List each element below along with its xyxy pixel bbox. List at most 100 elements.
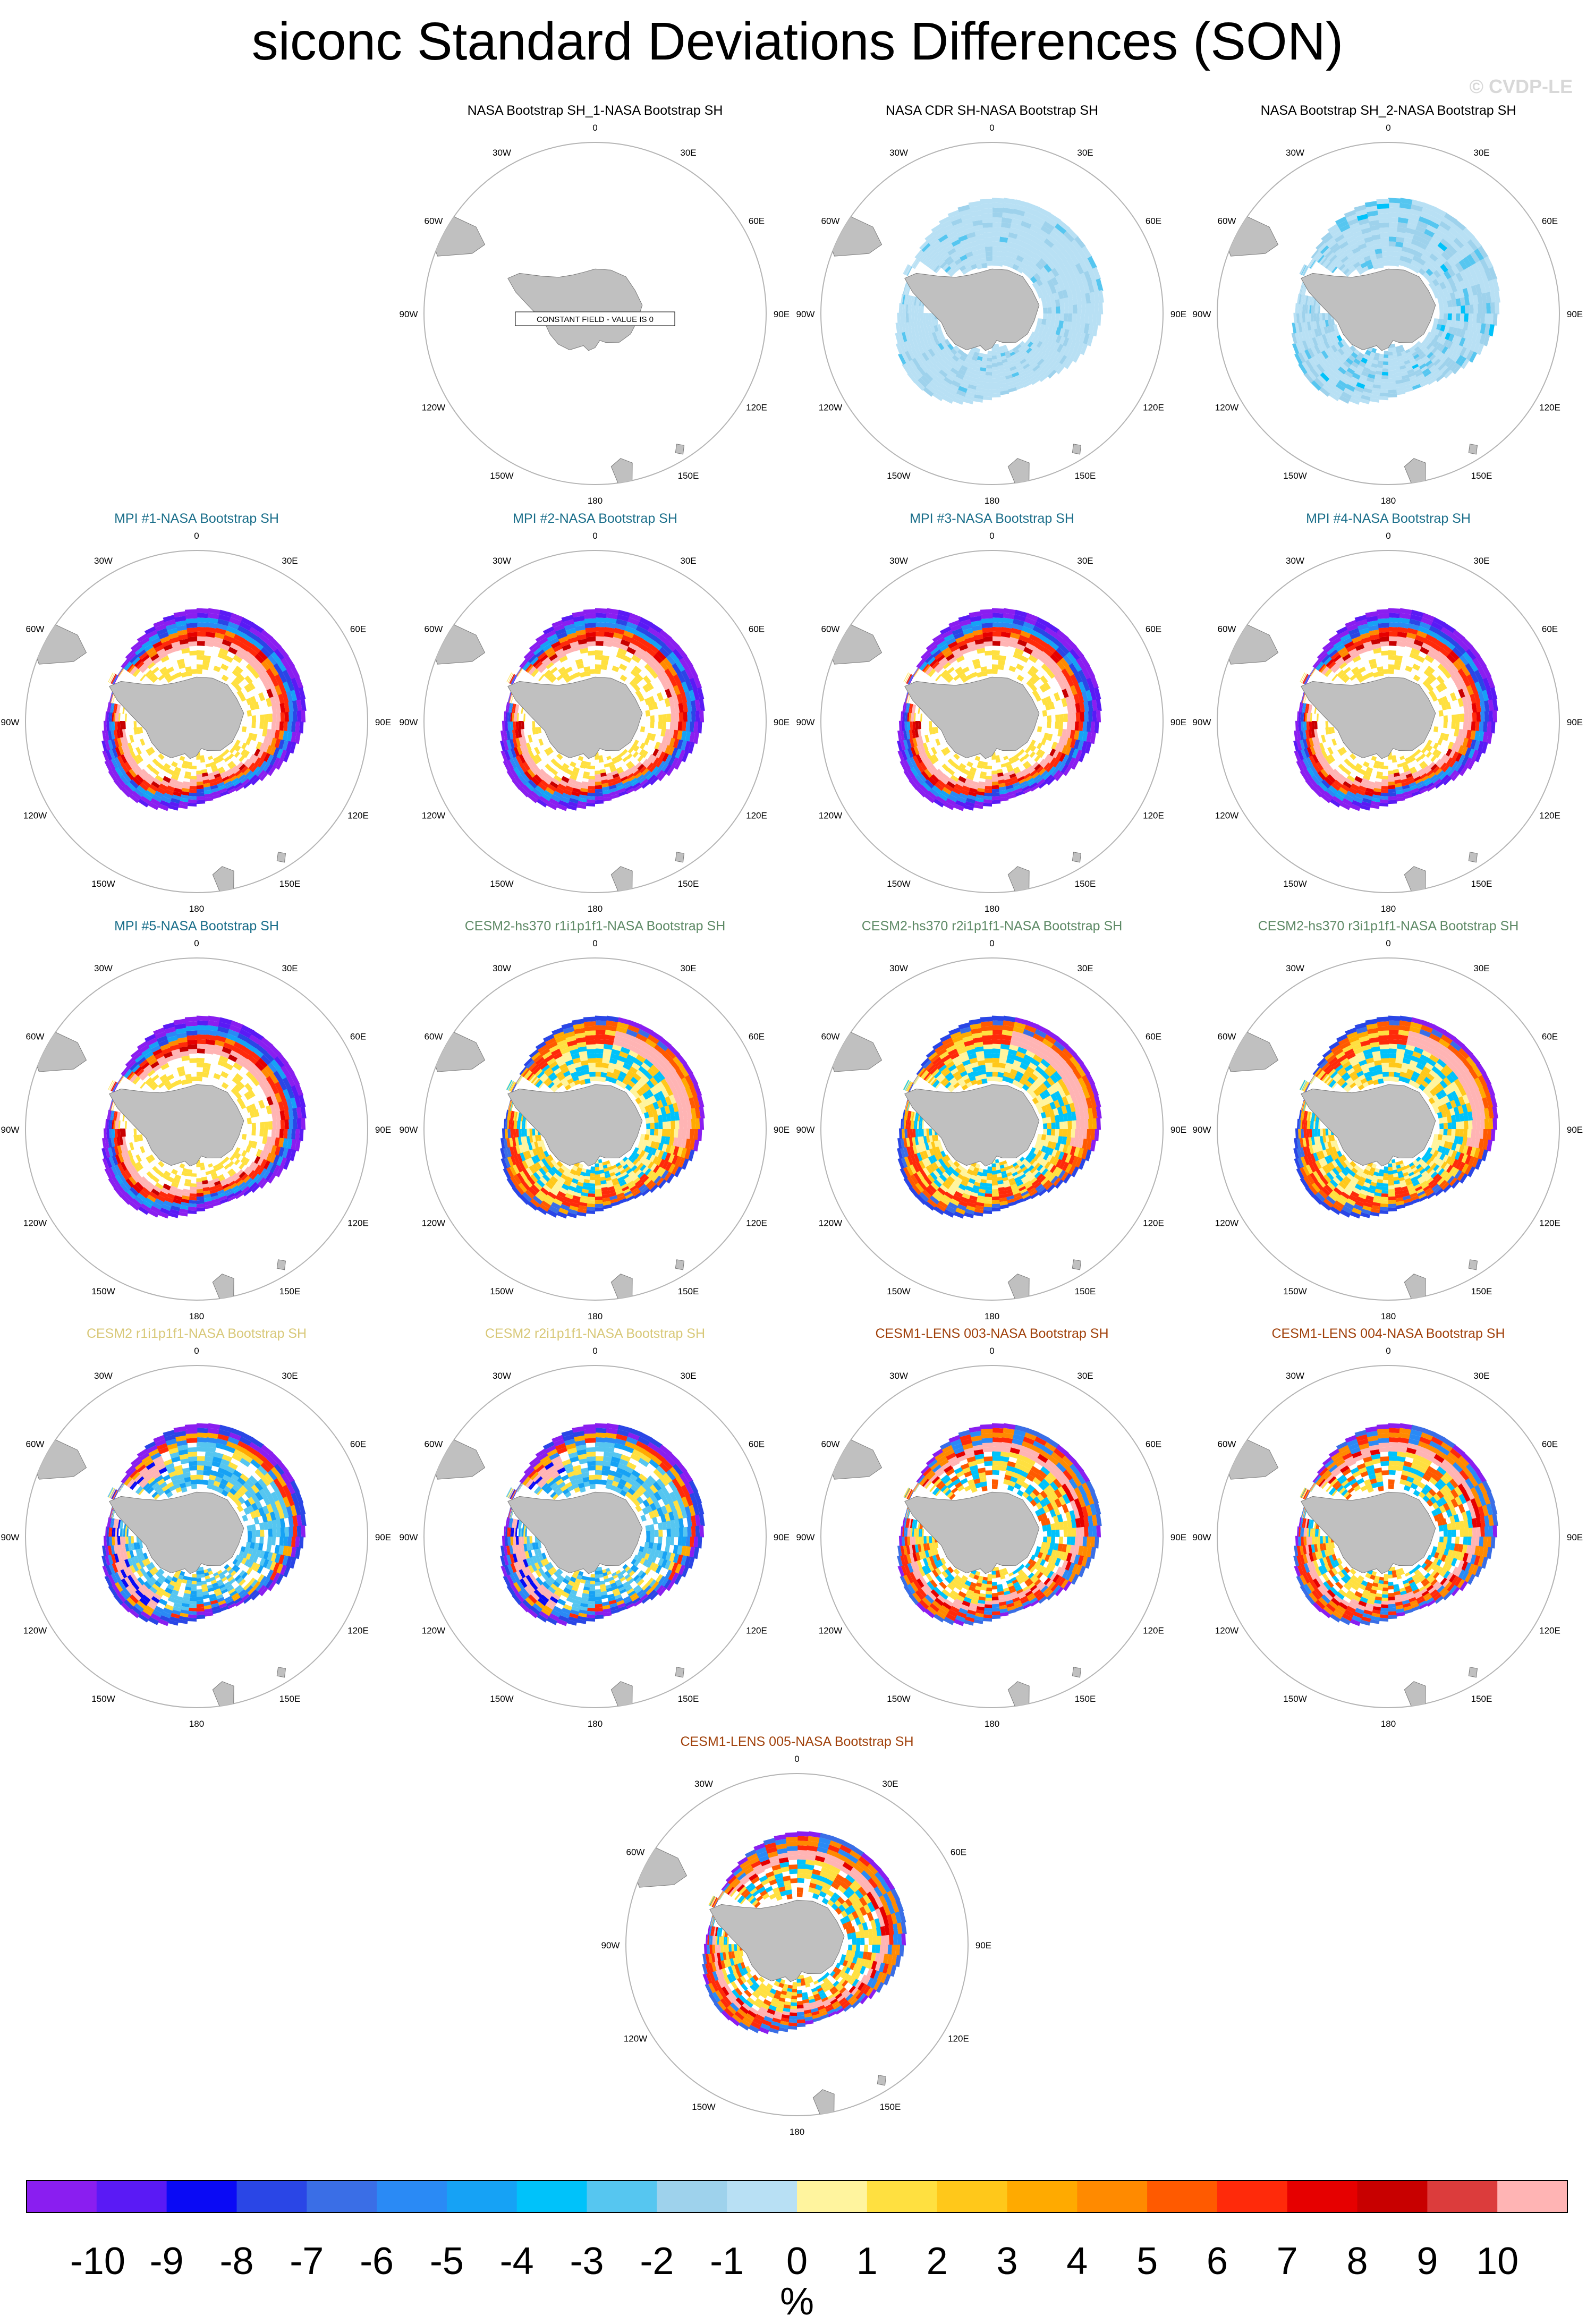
longitude-label: 0: [592, 938, 597, 948]
longitude-label: 90W: [1, 1532, 20, 1542]
map-panel: CESM2-hs370 r1i1p1f1-NASA Bootstrap SH 0 3…: [398, 918, 792, 1327]
longitude-label: 30W: [493, 1371, 511, 1381]
colorbar-swatch: [237, 2181, 307, 2212]
longitude-label: 60E: [1146, 624, 1161, 634]
longitude-label: 0: [1386, 531, 1390, 541]
colorbar-tick-label: 7: [1261, 2239, 1314, 2284]
tasmania-landmass: [277, 1260, 285, 1270]
longitude-label: 150E: [1471, 1694, 1492, 1704]
longitude-label: 30E: [680, 963, 696, 973]
longitude-label: 60E: [1146, 216, 1161, 226]
colorbar-tick-label: -3: [561, 2239, 614, 2284]
colorbar-tick-label: -7: [280, 2239, 333, 2284]
longitude-label: 150W: [490, 1286, 513, 1296]
longitude-label: 120W: [1215, 403, 1238, 413]
colorbar-swatch: [307, 2181, 377, 2212]
longitude-label: 0: [1386, 1346, 1390, 1356]
longitude-label: 180: [189, 1719, 204, 1729]
longitude-label: 60E: [1542, 216, 1558, 226]
longitude-label: 0: [1386, 938, 1390, 948]
longitude-label: 60E: [350, 1032, 366, 1042]
longitude-label: 120E: [1143, 1218, 1164, 1228]
longitude-label: 60E: [749, 1439, 765, 1449]
colorbar-swatch: [167, 2181, 237, 2212]
longitude-label: 90W: [796, 309, 815, 319]
longitude-label: 90E: [1170, 717, 1186, 727]
longitude-label: 90E: [375, 1532, 391, 1542]
longitude-label: 90W: [1193, 309, 1211, 319]
figure-title: siconc Standard Deviations Differences (…: [0, 4, 1595, 79]
colorbar-tick-label: 5: [1121, 2239, 1174, 2284]
longitude-label: 90E: [1170, 1125, 1186, 1135]
panel-title: CESM2-hs370 r2i1p1f1-NASA Bootstrap SH: [795, 918, 1189, 935]
longitude-label: 30E: [1473, 963, 1489, 973]
longitude-label: 120W: [23, 1218, 47, 1228]
longitude-label: 120E: [347, 1626, 369, 1636]
colorbar-tick-label: -1: [700, 2239, 753, 2284]
longitude-label: 150W: [1283, 879, 1306, 889]
longitude-label: 30W: [694, 1779, 713, 1789]
longitude-label: 30E: [680, 1371, 696, 1381]
polar-map: 030E60E90E120E150E180150W120W90W60W30WCO…: [398, 119, 792, 510]
longitude-label: 120E: [347, 811, 369, 821]
longitude-label: 120W: [819, 403, 842, 413]
longitude-label: 60W: [425, 1032, 443, 1042]
panel-title: MPI #2-NASA Bootstrap SH: [398, 510, 792, 527]
panel-title: MPI #3-NASA Bootstrap SH: [795, 510, 1189, 527]
panel-title: CESM2-hs370 r1i1p1f1-NASA Bootstrap SH: [398, 918, 792, 935]
longitude-label: 150E: [678, 1694, 699, 1704]
tasmania-landmass: [1469, 444, 1477, 454]
longitude-label: 60E: [749, 624, 765, 634]
longitude-label: 90W: [1193, 1532, 1211, 1542]
longitude-label: 180: [588, 1311, 603, 1321]
longitude-label: 30E: [680, 556, 696, 566]
colorbar-swatch: [797, 2181, 867, 2212]
longitude-label: 90E: [1567, 1532, 1583, 1542]
tasmania-landmass: [675, 852, 684, 862]
longitude-label: 120E: [1539, 403, 1560, 413]
longitude-label: 60E: [1542, 1439, 1558, 1449]
colorbar-tick-label: 6: [1191, 2239, 1244, 2284]
longitude-label: 90W: [400, 309, 418, 319]
longitude-label: 150E: [1075, 1694, 1096, 1704]
longitude-label: 0: [194, 938, 199, 948]
watermark: © CVDP-LE: [1413, 75, 1573, 98]
colorbar-tick-label: 2: [911, 2239, 964, 2284]
longitude-label: 90W: [1193, 1125, 1211, 1135]
longitude-label: 90W: [601, 1940, 620, 1950]
panel-title: MPI #1-NASA Bootstrap SH: [0, 510, 393, 527]
longitude-label: 120E: [746, 1626, 767, 1636]
longitude-label: 60W: [26, 624, 45, 634]
longitude-label: 0: [989, 938, 994, 948]
longitude-label: 30E: [1077, 963, 1093, 973]
tasmania-landmass: [1072, 852, 1081, 862]
longitude-label: 150E: [1471, 1286, 1492, 1296]
longitude-label: 0: [794, 1754, 799, 1764]
colorbar-tick-label: -4: [490, 2239, 544, 2284]
longitude-label: 180: [588, 496, 603, 506]
longitude-label: 0: [592, 123, 597, 133]
panel-title: CESM1-LENS 004-NASA Bootstrap SH: [1192, 1325, 1585, 1342]
longitude-label: 180: [1381, 904, 1396, 914]
longitude-label: 150W: [887, 879, 910, 889]
longitude-label: 60E: [749, 216, 765, 226]
colorbar-tick-label: -9: [140, 2239, 193, 2284]
longitude-label: 30W: [493, 148, 511, 158]
panel-title: CESM1-LENS 003-NASA Bootstrap SH: [795, 1325, 1189, 1342]
longitude-label: 60E: [749, 1032, 765, 1042]
longitude-label: 60W: [425, 216, 443, 226]
longitude-label: 60W: [821, 1032, 840, 1042]
longitude-label: 150W: [1283, 1694, 1306, 1704]
longitude-label: 60W: [821, 1439, 840, 1449]
longitude-label: 90E: [774, 1125, 790, 1135]
